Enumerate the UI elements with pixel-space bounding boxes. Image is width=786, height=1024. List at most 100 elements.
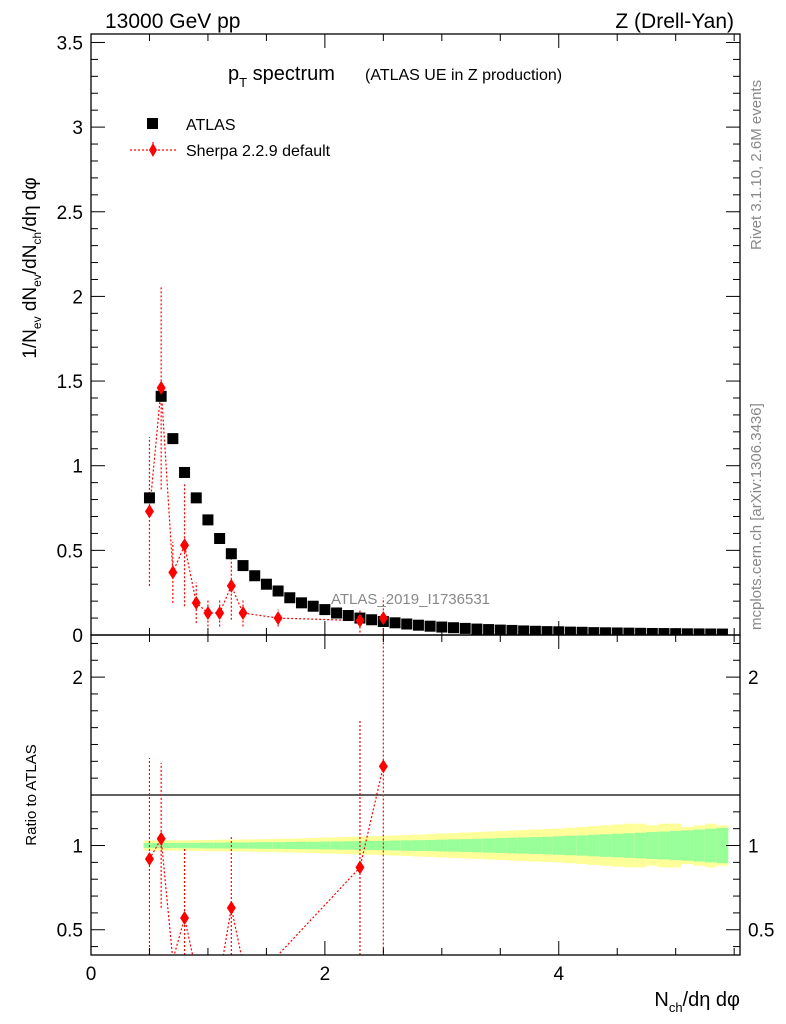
main-plot-panel: 0 0.5 1 1.5 2 2.5 3 3.5 pT spectrum (ATLAS UE i… — [20, 33, 741, 647]
ratio-stat-band — [541, 836, 553, 855]
ratio-stat-band — [564, 835, 577, 856]
sherpa-point — [144, 504, 154, 519]
main-y-tick-label: 2.5 — [57, 203, 83, 224]
atlas-point — [401, 618, 413, 630]
ratio-stat-band — [248, 842, 261, 849]
sherpa-point — [156, 380, 166, 395]
ratio-stat-band — [412, 840, 425, 851]
main-y-tick-label: 0 — [72, 626, 83, 647]
sherpa-point — [191, 595, 201, 610]
ratio-stat-band — [658, 831, 670, 860]
sherpa-point — [226, 578, 236, 593]
ratio-sherpa-line — [148, 766, 384, 955]
main-y-tick-label: 3.5 — [57, 33, 83, 54]
legend-sherpa-marker — [149, 143, 157, 157]
atlas-point — [225, 548, 237, 560]
main-y-tick-label: 0.5 — [57, 541, 83, 562]
ratio-sherpa-point — [226, 900, 236, 915]
ratio-stat-band — [494, 838, 507, 853]
ratio-stat-band — [400, 840, 413, 851]
ratio-stat-band — [529, 837, 542, 854]
atlas-point — [459, 622, 471, 634]
atlas-point — [506, 624, 518, 635]
ratio-y-axis-label: Ratio to ATLAS — [23, 744, 40, 845]
ratio-stat-band — [506, 837, 518, 854]
atlas-point — [260, 578, 272, 590]
plot-title-note: (ATLAS UE in Z production) — [365, 67, 562, 84]
ratio-stat-band — [167, 843, 179, 849]
atlas-point — [693, 628, 705, 635]
ratio-stat-band — [260, 842, 273, 849]
atlas-point — [716, 628, 728, 635]
ratio-stat-band — [307, 841, 320, 850]
ratio-stat-band — [389, 840, 401, 851]
atlas-point — [611, 627, 623, 635]
ratio-sherpa-point — [156, 831, 166, 846]
atlas-point — [670, 628, 682, 635]
ratio-stat-band — [646, 832, 659, 859]
atlas-point — [366, 614, 378, 626]
sherpa-point — [378, 611, 388, 626]
atlas-point — [564, 626, 576, 635]
atlas-point — [646, 627, 658, 635]
sherpa-point — [168, 565, 178, 580]
atlas-point — [600, 627, 612, 635]
ratio-stat-band — [178, 842, 191, 849]
main-y-ticks: 0 0.5 1 1.5 2 2.5 3 3.5 — [57, 33, 740, 647]
ratio-y-tick-label-right: 2 — [748, 668, 759, 689]
ratio-stat-band — [482, 838, 495, 853]
sherpa-point — [238, 605, 248, 620]
sherpa-point — [355, 613, 365, 628]
sherpa-line — [148, 387, 384, 622]
ratio-stat-band — [693, 829, 705, 862]
ratio-y-tick-label-right: 1 — [748, 837, 759, 858]
atlas-point — [412, 619, 424, 631]
atlas-point — [705, 628, 717, 635]
ratio-stat-band — [611, 833, 624, 858]
ratio-stat-band — [424, 839, 436, 852]
atlas-point — [635, 627, 647, 635]
ratio-stat-band — [295, 841, 308, 850]
ratio-sherpa-point — [144, 852, 154, 866]
ratio-stat-band — [190, 842, 203, 849]
ratio-stat-band — [517, 837, 530, 854]
plot-title: pT spectrum — [228, 63, 335, 90]
ratio-sherpa-point — [180, 910, 190, 925]
atlas-point — [331, 607, 343, 619]
legend: ATLAS Sherpa 2.2.9 default — [130, 117, 331, 160]
atlas-point — [424, 620, 436, 632]
main-y-tick-label: 3 — [72, 118, 83, 139]
atlas-point — [494, 624, 506, 635]
atlas-point — [436, 621, 448, 633]
ratio-stat-band — [716, 827, 729, 864]
sherpa-point — [273, 611, 283, 626]
ratio-stat-band — [202, 842, 214, 849]
ratio-plot-panel: 0.5 0.5 1 1 2 2 0 2 4 Ratio to ATLAS Nch/dη dφ — [23, 634, 774, 1015]
atlas-point — [483, 624, 495, 635]
ratio-sherpa-point — [378, 759, 388, 774]
atlas-point — [214, 533, 226, 545]
sherpa-point — [215, 605, 225, 620]
x-tick-label: 0 — [86, 964, 97, 985]
ratio-stat-band — [599, 834, 612, 857]
ratio-stat-band — [587, 834, 600, 857]
atlas-point — [681, 628, 693, 635]
ratio-x-ticks: 0 2 4 — [86, 635, 735, 985]
ratio-stat-band — [576, 835, 588, 856]
atlas-point — [272, 585, 284, 597]
ratio-stat-band — [669, 830, 682, 861]
sherpa-point — [203, 605, 213, 620]
legend-atlas-marker — [147, 118, 158, 129]
sherpa-point — [180, 538, 190, 553]
ratio-stat-band — [552, 836, 565, 855]
atlas-point — [202, 514, 214, 526]
atlas-point — [167, 433, 179, 445]
ratio-stat-band — [213, 842, 226, 849]
main-y-axis-label: 1/Nev dNev/dNch/dη dφ — [20, 177, 44, 358]
atlas-point — [471, 623, 483, 635]
atlas-point — [295, 597, 307, 609]
mcplots-label: mcplots.cern.ch [arXiv:1306.3436] — [748, 403, 765, 630]
ratio-stat-band — [435, 839, 448, 852]
ratio-stat-band — [342, 841, 355, 850]
